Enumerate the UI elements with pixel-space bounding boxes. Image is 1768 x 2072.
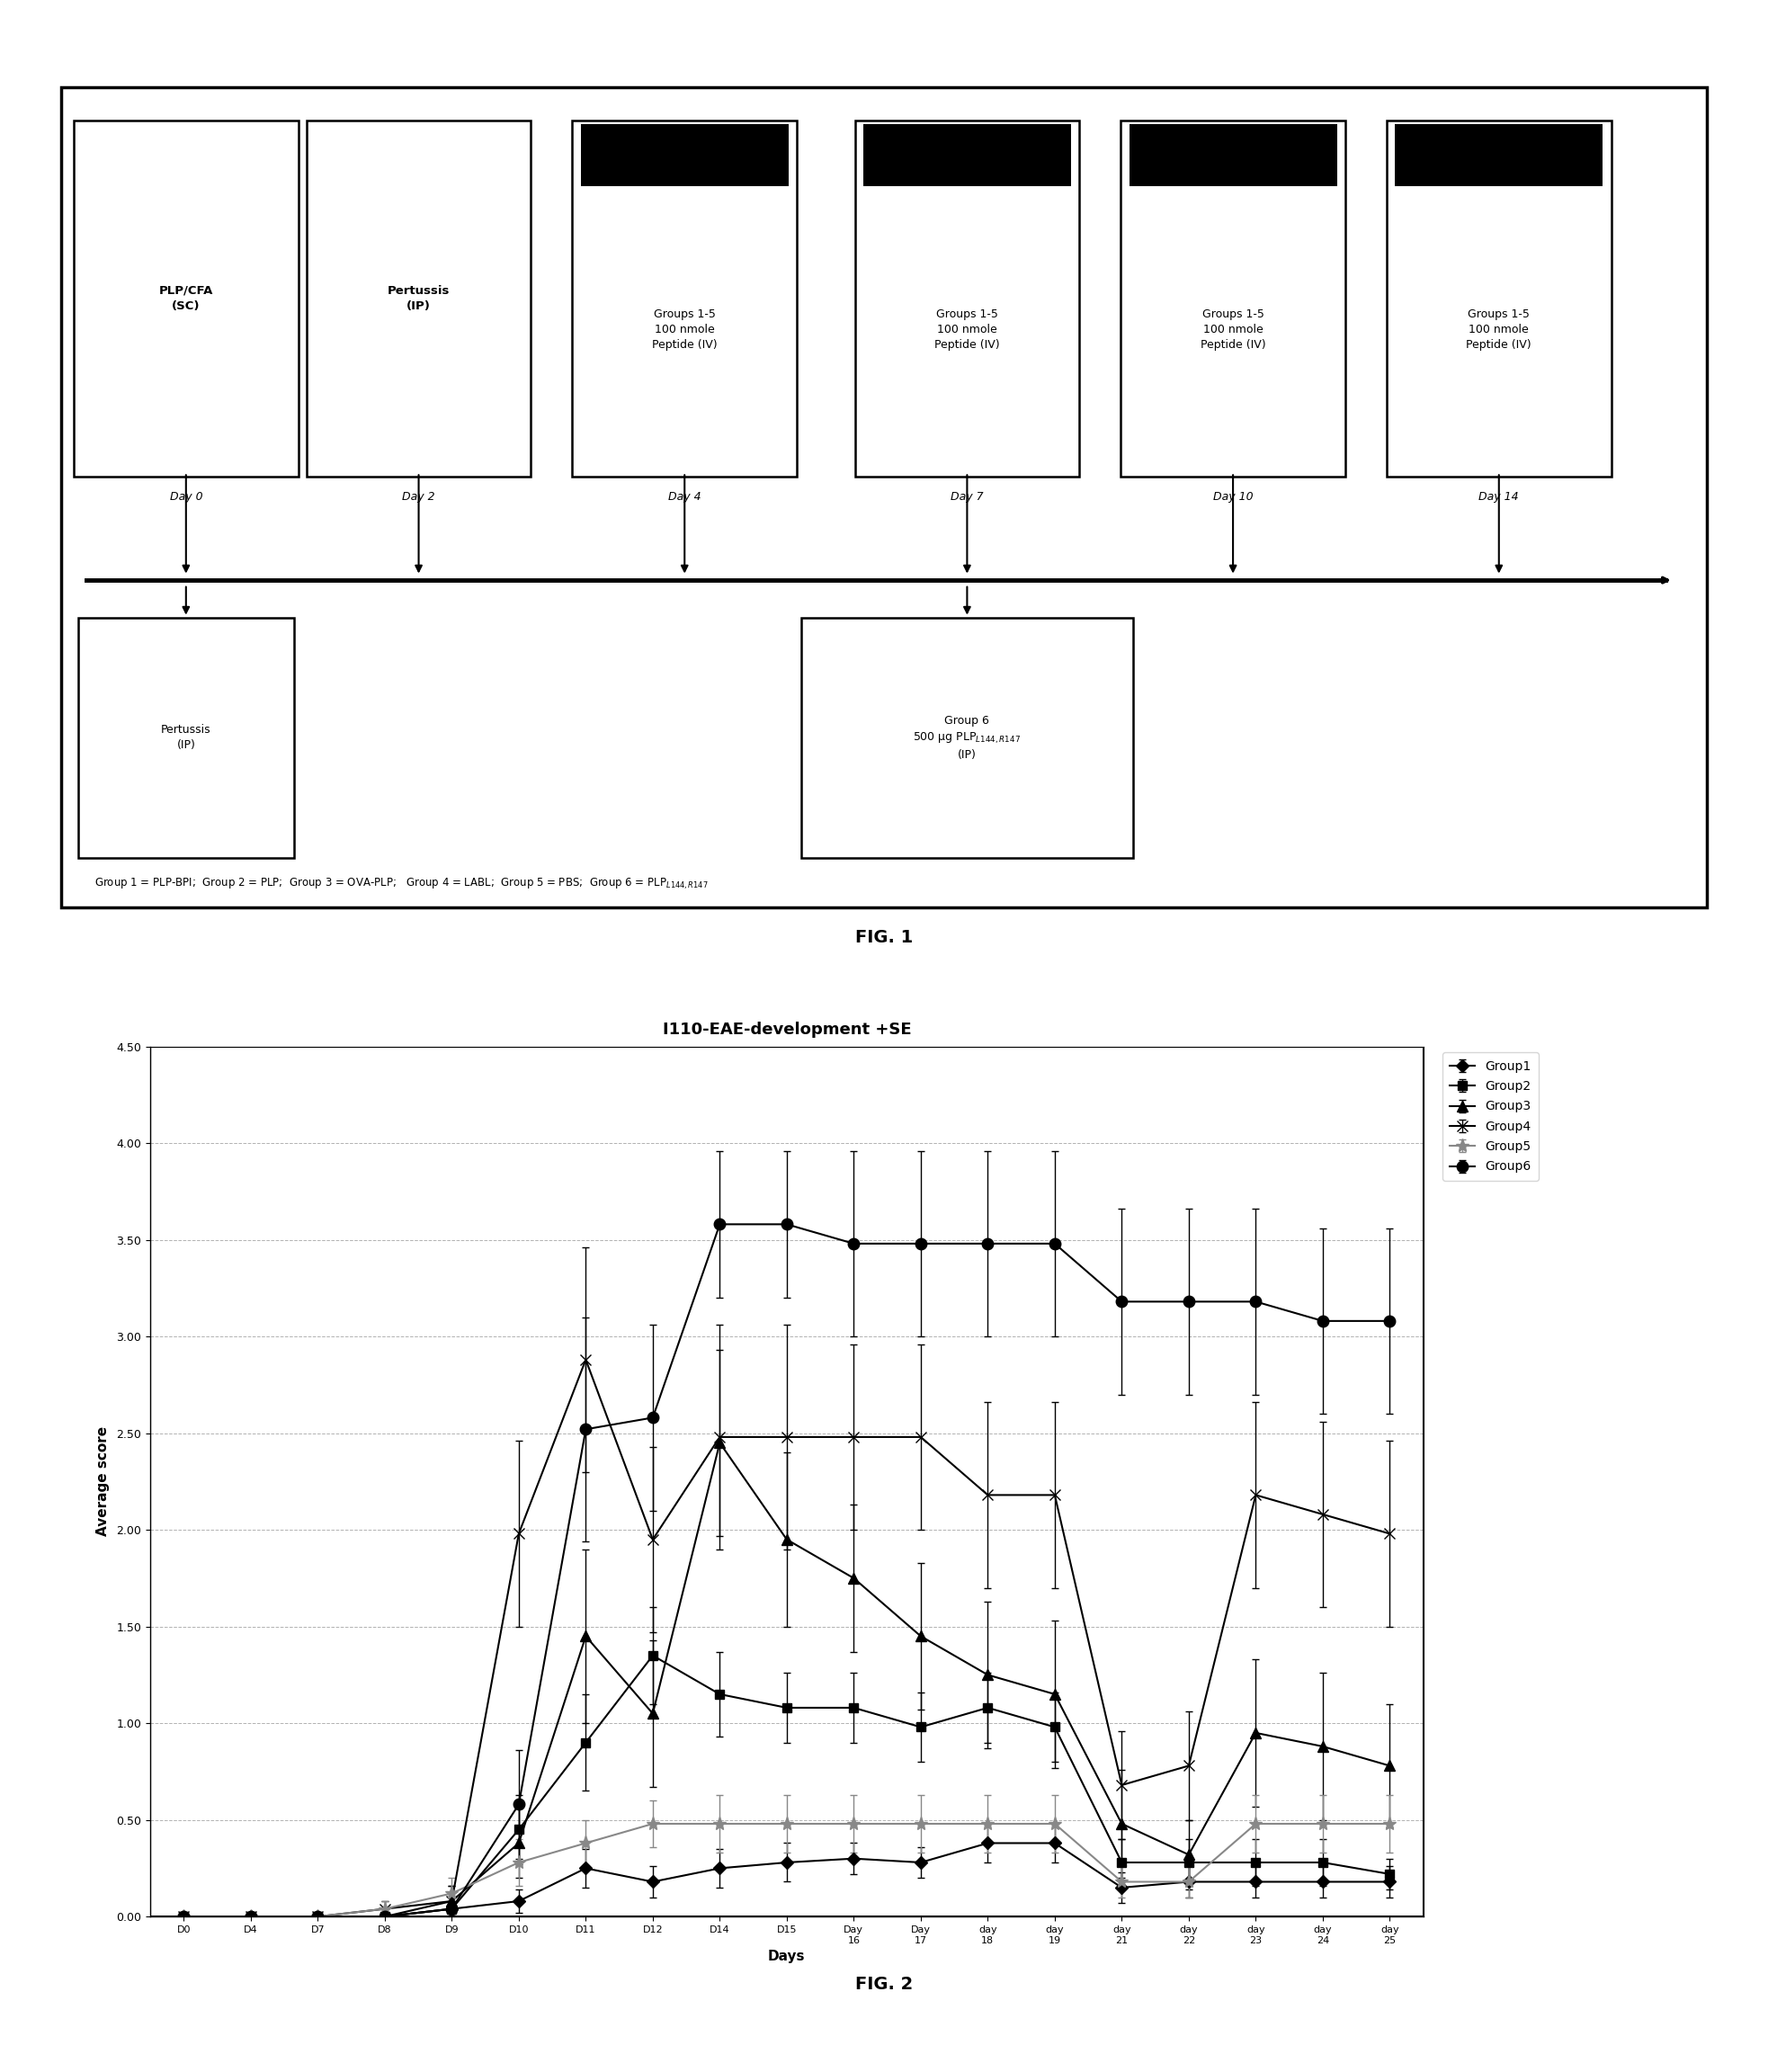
Text: Groups 1-5
100 nmole
Peptide (IV): Groups 1-5 100 nmole Peptide (IV) — [1466, 309, 1531, 350]
Text: FIG. 2: FIG. 2 — [856, 1975, 912, 1993]
FancyBboxPatch shape — [306, 120, 530, 477]
Text: Day 4: Day 4 — [668, 491, 702, 503]
FancyBboxPatch shape — [1395, 124, 1604, 186]
FancyBboxPatch shape — [863, 124, 1071, 186]
FancyBboxPatch shape — [1130, 124, 1337, 186]
Text: Pertussis
(IP): Pertussis (IP) — [387, 284, 449, 313]
Text: Pertussis
(IP): Pertussis (IP) — [161, 723, 210, 752]
Text: Day 14: Day 14 — [1478, 491, 1519, 503]
Text: Group 1 = PLP-BPI;  Group 2 = PLP;  Group 3 = OVA-PLP;   Group 4 = LABL;  Group : Group 1 = PLP-BPI; Group 2 = PLP; Group … — [95, 876, 709, 891]
Text: Day 0: Day 0 — [170, 491, 203, 503]
FancyBboxPatch shape — [580, 124, 789, 186]
FancyBboxPatch shape — [856, 120, 1078, 477]
Text: Groups 1-5
100 nmole
Peptide (IV): Groups 1-5 100 nmole Peptide (IV) — [1200, 309, 1266, 350]
X-axis label: Days: Days — [767, 1950, 806, 1964]
FancyBboxPatch shape — [573, 120, 797, 477]
Text: Groups 1-5
100 nmole
Peptide (IV): Groups 1-5 100 nmole Peptide (IV) — [652, 309, 718, 350]
Text: Group 6
500 μg PLP$_{L144, R147}$
(IP): Group 6 500 μg PLP$_{L144, R147}$ (IP) — [912, 715, 1022, 760]
FancyBboxPatch shape — [62, 87, 1706, 908]
FancyBboxPatch shape — [78, 617, 293, 858]
Title: I110-EAE-development +SE: I110-EAE-development +SE — [663, 1021, 911, 1038]
FancyBboxPatch shape — [74, 120, 299, 477]
Text: Day 10: Day 10 — [1213, 491, 1254, 503]
Y-axis label: Average score: Average score — [97, 1426, 110, 1537]
Legend: Group1, Group2, Group3, Group4, Group5, Group6: Group1, Group2, Group3, Group4, Group5, … — [1443, 1053, 1538, 1181]
Text: PLP/CFA
(SC): PLP/CFA (SC) — [159, 284, 214, 313]
FancyBboxPatch shape — [1121, 120, 1345, 477]
Text: Day 7: Day 7 — [951, 491, 983, 503]
FancyBboxPatch shape — [801, 617, 1133, 858]
Text: FIG. 1: FIG. 1 — [856, 928, 912, 947]
Text: Groups 1-5
100 nmole
Peptide (IV): Groups 1-5 100 nmole Peptide (IV) — [935, 309, 999, 350]
FancyBboxPatch shape — [1386, 120, 1611, 477]
Text: Day 2: Day 2 — [401, 491, 435, 503]
